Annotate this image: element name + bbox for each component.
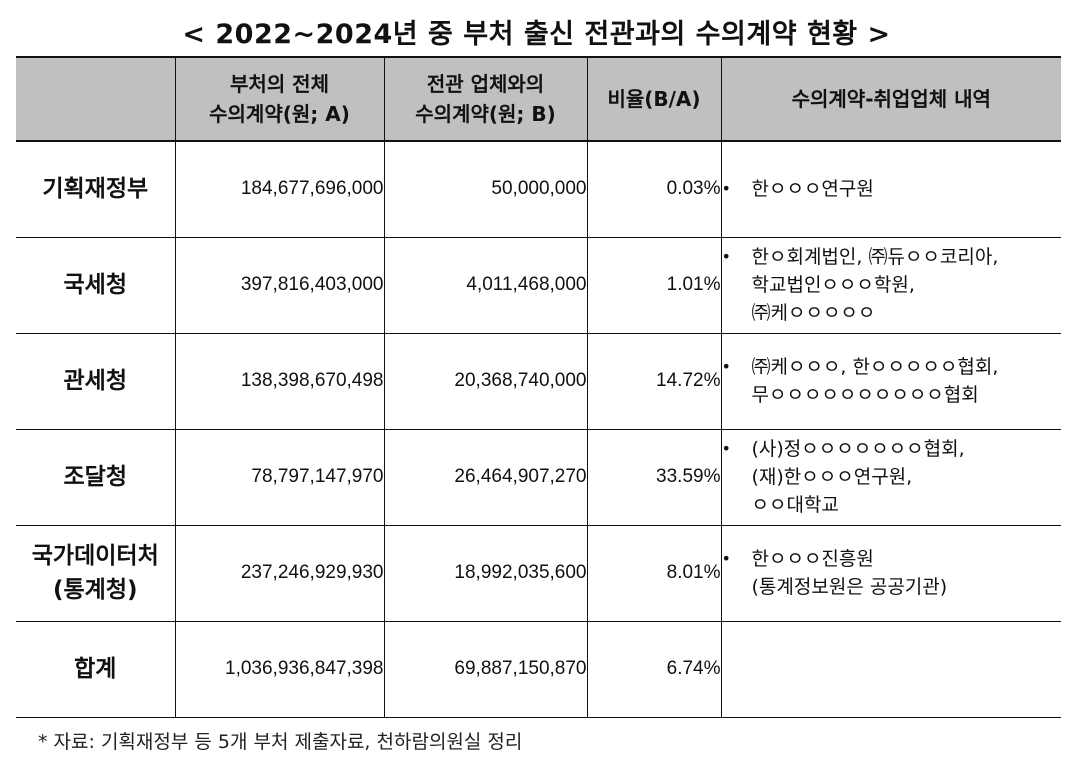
- details-cell: • 한ㅇ회계법인, ㈜듀ㅇㅇ코리아, 학교법인ㅇㅇㅇ학원, ㈜케ㅇㅇㅇㅇㅇ: [720, 237, 1061, 334]
- dept-name-sub: (통계청): [52, 577, 138, 603]
- dept-name: 국세청: [63, 272, 127, 298]
- detail-line: ㈜케ㅇㅇㅇㅇㅇ: [751, 302, 876, 324]
- alumni-cell: 69,887,150,870: [383, 621, 588, 718]
- ratio-cell: 14.72%: [586, 333, 722, 430]
- table-row: 기획재정부 184,677,696,000 50,000,000 0.03% •…: [16, 141, 1061, 238]
- detail-line: ㈜케ㅇㅇㅇ, 한ㅇㅇㅇㅇㅇ협회,: [751, 356, 999, 378]
- detail-line: 무ㅇㅇㅇㅇㅇㅇㅇㅇㅇㅇ협회: [751, 384, 979, 406]
- total-cell: 138,398,670,498: [174, 333, 385, 430]
- header-alumni-line2: 수의계약(원; B): [415, 102, 556, 126]
- bullet-icon: •: [721, 549, 731, 568]
- dept-cell: 기획재정부: [16, 141, 176, 238]
- details-cell: • ㈜케ㅇㅇㅇ, 한ㅇㅇㅇㅇㅇ협회, 무ㅇㅇㅇㅇㅇㅇㅇㅇㅇㅇ협회: [720, 333, 1061, 430]
- details-cell: • 한ㅇㅇㅇ연구원: [720, 141, 1061, 238]
- ratio-cell: 0.03%: [586, 141, 722, 238]
- detail-line: 학교법인ㅇㅇㅇ학원,: [751, 274, 915, 296]
- header-details: 수의계약-취업업체 내역: [720, 56, 1061, 142]
- detail-line: (사)정ㅇㅇㅇㅇㅇㅇㅇ협회,: [751, 438, 965, 460]
- alumni-cell: 18,992,035,600: [383, 525, 588, 622]
- dept-cell: 관세청: [16, 333, 176, 430]
- total-cell: 184,677,696,000: [174, 141, 385, 238]
- bullet-icon: •: [721, 439, 731, 458]
- detail-line: (통계정보원은 공공기관): [751, 576, 948, 598]
- dept-name: 기획재정부: [42, 176, 149, 203]
- dept-cell: 국세청: [16, 237, 176, 334]
- source-footnote: * 자료: 기획재정부 등 5개 부처 제출자료, 천하람의원실 정리: [38, 731, 523, 753]
- header-alumni-contracts: 전관 업체와의 수의계약(원; B): [383, 56, 588, 142]
- bullet-icon: •: [721, 247, 731, 266]
- header-total-line1: 부처의 전체: [230, 72, 329, 96]
- dept-name: 국가데이터처: [31, 543, 159, 569]
- detail-line: 한ㅇㅇㅇ연구원: [751, 178, 874, 201]
- dept-cell: 국가데이터처 (통계청): [16, 525, 176, 622]
- header-row: 부처의 전체 수의계약(원; A) 전관 업체와의 수의계약(원; B) 비율(…: [16, 56, 1061, 142]
- detail-line: 한ㅇ회계법인, ㈜듀ㅇㅇ코리아,: [751, 246, 999, 268]
- header-alumni-line1: 전관 업체와의: [426, 72, 545, 96]
- alumni-cell: 20,368,740,000: [383, 333, 588, 430]
- table-row: 조달청 78,797,147,970 26,464,907,270 33.59%…: [16, 429, 1061, 526]
- dept-cell: 합계: [16, 621, 176, 718]
- alumni-cell: 50,000,000: [383, 141, 588, 238]
- bullet-icon: •: [721, 179, 731, 199]
- ratio-cell: 33.59%: [586, 429, 722, 526]
- alumni-cell: 4,011,468,000: [383, 237, 588, 334]
- header-ratio: 비율(B/A): [586, 56, 722, 142]
- contracts-table: 부처의 전체 수의계약(원; A) 전관 업체와의 수의계약(원; B) 비율(…: [16, 56, 1061, 718]
- details-cell: • 한ㅇㅇㅇ진흥원 (통계정보원은 공공기관): [720, 525, 1061, 622]
- dept-name: 관세청: [63, 368, 127, 394]
- total-row: 합계 1,036,936,847,398 69,887,150,870 6.74…: [16, 621, 1061, 718]
- bullet-icon: •: [721, 357, 731, 376]
- table-row: 국가데이터처 (통계청) 237,246,929,930 18,992,035,…: [16, 525, 1061, 622]
- total-label: 합계: [74, 656, 117, 682]
- alumni-cell: 26,464,907,270: [383, 429, 588, 526]
- ratio-cell: 6.74%: [586, 621, 722, 718]
- header-total-contracts: 부처의 전체 수의계약(원; A): [174, 56, 385, 142]
- total-cell: 397,816,403,000: [174, 237, 385, 334]
- detail-line: 한ㅇㅇㅇ진흥원: [751, 548, 874, 570]
- total-cell: 78,797,147,970: [174, 429, 385, 526]
- detail-line: (재)한ㅇㅇㅇ연구원,: [751, 466, 913, 488]
- details-cell: • (사)정ㅇㅇㅇㅇㅇㅇㅇ협회, (재)한ㅇㅇㅇ연구원, ㅇㅇ대학교: [720, 429, 1061, 526]
- total-cell: 237,246,929,930: [174, 525, 385, 622]
- page-title: < 2022~2024년 중 부처 출신 전관과의 수의계약 현황 >: [182, 19, 891, 50]
- ratio-cell: 8.01%: [586, 525, 722, 622]
- table-row: 관세청 138,398,670,498 20,368,740,000 14.72…: [16, 333, 1061, 430]
- total-cell: 1,036,936,847,398: [174, 621, 385, 718]
- ratio-cell: 1.01%: [586, 237, 722, 334]
- table-row: 국세청 397,816,403,000 4,011,468,000 1.01% …: [16, 237, 1061, 334]
- dept-cell: 조달청: [16, 429, 176, 526]
- dept-name: 조달청: [63, 464, 127, 490]
- detail-line: ㅇㅇ대학교: [751, 494, 839, 516]
- header-total-line2: 수의계약(원; A): [209, 102, 350, 126]
- header-dept: [16, 56, 176, 142]
- details-cell: [720, 621, 1061, 718]
